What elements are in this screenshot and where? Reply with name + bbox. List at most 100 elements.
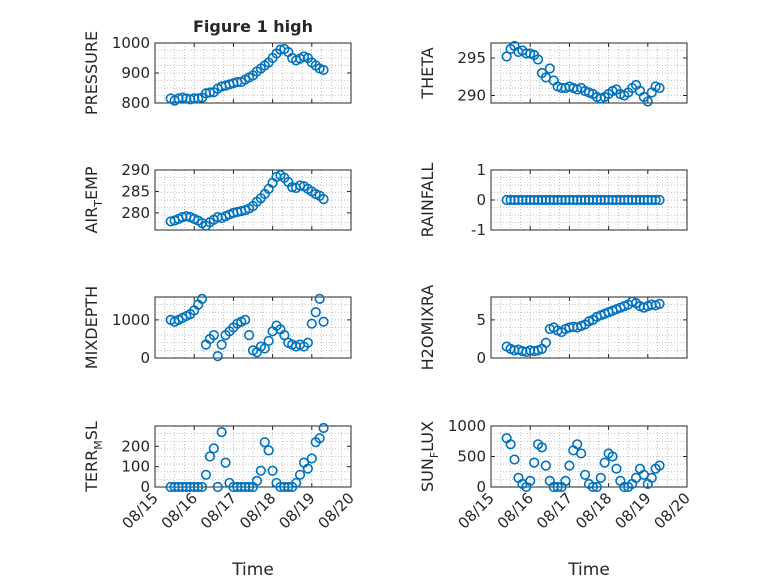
y-tick-label: 900: [121, 64, 150, 82]
y-axis-label: RAINFALL: [418, 163, 437, 238]
data-point: [259, 437, 270, 448]
data-point: [552, 481, 563, 493]
y-axis-label: AIRTEMP: [82, 166, 105, 233]
subplot-theta: 290 295 THETA: [418, 40, 688, 107]
subplot-terr: 010020008/1508/1608/1708/1808/1908/20Tim…: [82, 421, 358, 580]
x-tick-label: 08/17: [197, 489, 240, 532]
data-point: [208, 443, 219, 454]
data-point: [240, 314, 251, 325]
y-tick-label: 100: [121, 458, 150, 476]
subplot-pressure: 800 900 1000 PRESSURE Figure 1 high: [82, 17, 352, 115]
data-point: [212, 350, 223, 362]
y-tick-label: 0: [140, 478, 150, 496]
data-point: [595, 472, 606, 483]
y-tick-label: 800: [121, 94, 150, 112]
x-tick-label: 08/20: [651, 489, 694, 532]
y-tick-label: 5: [476, 311, 486, 329]
data-point: [587, 481, 599, 493]
data-point: [560, 475, 571, 487]
data-point: [650, 194, 661, 206]
x-tick-label: 08/18: [572, 489, 615, 532]
y-tick-label: 1000: [112, 311, 150, 329]
data-point: [263, 445, 274, 456]
data-point: [294, 469, 306, 480]
data-point: [251, 475, 263, 487]
y-tick-label: 1000: [448, 417, 486, 435]
data-point: [318, 194, 329, 205]
data-point: [318, 316, 329, 327]
subplot-sun: 0500100008/1508/1608/1708/1808/1908/20Ti…: [418, 417, 694, 580]
y-tick-label: 0: [140, 349, 150, 367]
data-point: [267, 465, 278, 476]
data-point: [540, 460, 551, 471]
data-point: [654, 460, 665, 471]
subplot-air: 280 285 290 AIRTEMP: [82, 161, 352, 234]
data-point: [509, 454, 520, 465]
data-point: [529, 457, 540, 468]
y-tick-label: 200: [121, 437, 150, 455]
data-point: [208, 330, 219, 341]
data-point: [579, 469, 591, 480]
data-point: [310, 307, 321, 318]
y-tick-label: 285: [121, 182, 150, 200]
data-point: [216, 427, 227, 438]
data-point: [642, 96, 653, 107]
data-point: [654, 82, 665, 94]
y-axis-label: SUNFLUX: [418, 421, 441, 492]
data-point: [216, 339, 227, 350]
axes-frame: [154, 296, 352, 359]
data-point: [243, 481, 255, 493]
data-point: [540, 337, 551, 348]
y-tick-label: 295: [457, 49, 486, 67]
data-point: [243, 330, 255, 341]
data-point: [306, 453, 317, 464]
data-point: [572, 439, 583, 450]
data-point: [306, 318, 317, 329]
data-point: [505, 439, 516, 450]
data-point: [318, 422, 329, 434]
data-point: [591, 481, 602, 493]
y-tick-label: 290: [121, 161, 150, 179]
data-point: [318, 64, 329, 76]
x-tick-label: 08/18: [236, 489, 279, 532]
x-tick-label: 08/16: [494, 489, 537, 532]
chart-title: Figure 1 high: [193, 17, 313, 36]
data-point: [263, 335, 274, 346]
data-point: [314, 293, 325, 305]
y-axis-label: H2OMIXRA: [418, 285, 437, 371]
data-point: [536, 442, 548, 453]
data-point: [576, 448, 587, 459]
data-point: [532, 54, 544, 65]
data-point: [220, 457, 231, 468]
y-tick-label: 500: [457, 448, 486, 466]
data-point: [646, 472, 657, 483]
data-point: [255, 465, 266, 476]
subplot-h2omixra: 0 5 H2OMIXRA: [418, 285, 688, 371]
data-point: [607, 451, 618, 462]
y-tick-label: 290: [457, 87, 486, 105]
data-point: [259, 343, 270, 354]
data-point: [279, 330, 290, 341]
y-tick-label: 0: [476, 191, 486, 209]
axes-frame: [490, 296, 688, 359]
x-tick-label: 08/19: [611, 489, 654, 532]
y-tick-label: 1: [476, 161, 486, 179]
data-point: [314, 433, 325, 444]
y-axis-label: PRESSURE: [82, 31, 101, 115]
data-point: [283, 481, 294, 493]
x-tick-label: 08/19: [275, 489, 318, 532]
data-point: [200, 469, 212, 480]
data-point: [564, 460, 575, 471]
y-tick-label: 1000: [112, 34, 150, 52]
x-tick-label: 08/17: [533, 489, 576, 532]
x-axis-label: Time: [567, 560, 610, 580]
x-axis-label: Time: [231, 560, 274, 580]
data-point: [204, 451, 215, 462]
data-point: [193, 481, 204, 493]
y-tick-label: -1: [471, 221, 486, 239]
data-point: [212, 481, 223, 493]
y-axis-label: THETA: [418, 47, 437, 99]
y-axis-label: TERRMSL: [82, 421, 105, 493]
data-point: [611, 463, 622, 474]
